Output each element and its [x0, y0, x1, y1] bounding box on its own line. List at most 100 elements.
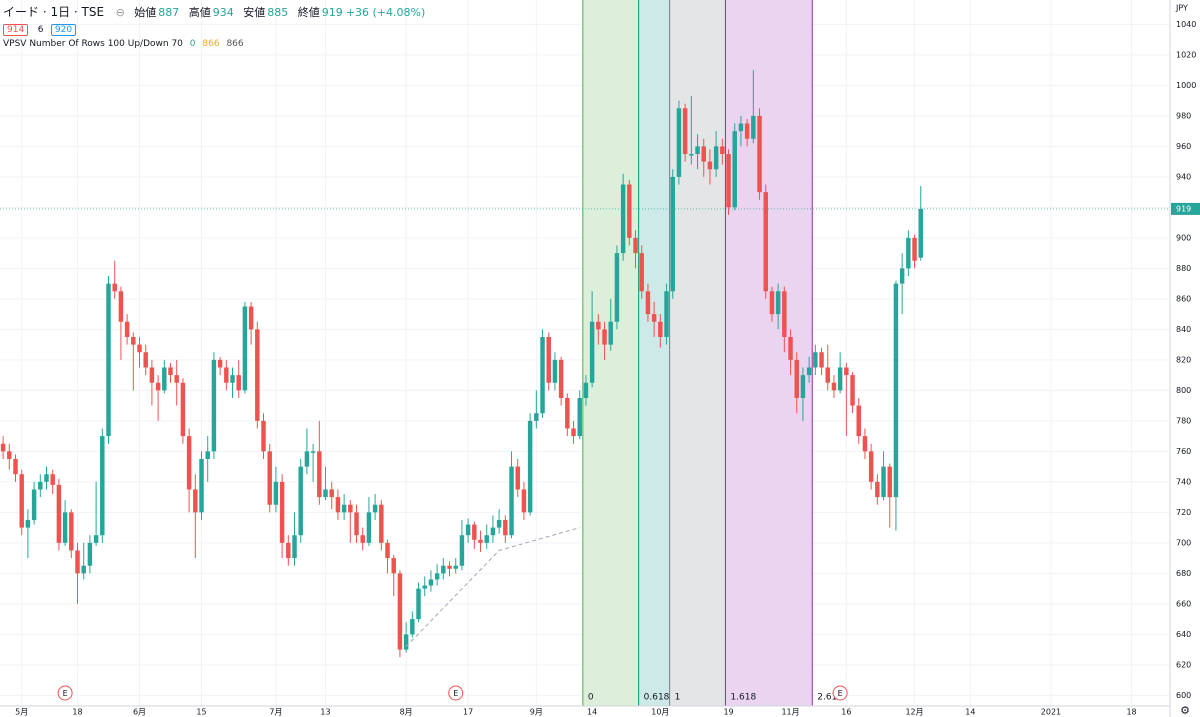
candle-body: [509, 466, 514, 536]
candle-body: [918, 208, 923, 258]
x-tick-label: 7月: [269, 708, 282, 717]
x-tick-label: 16: [841, 708, 851, 717]
candle-body: [682, 108, 688, 155]
candle-body: [782, 291, 787, 337]
candle-body: [403, 634, 409, 650]
candle-body: [329, 489, 334, 498]
candle-body: [614, 253, 620, 322]
candle-body: [670, 176, 675, 292]
candle-body: [800, 375, 806, 398]
candle-body: [825, 367, 830, 383]
candle-body: [819, 352, 824, 368]
x-tick-label: 6月: [133, 708, 146, 717]
candle-body: [112, 283, 117, 292]
y-tick-label: 700: [1176, 538, 1191, 547]
candle-body: [366, 512, 372, 543]
candle-body: [503, 519, 508, 536]
earnings-marker: [448, 685, 464, 701]
ask[interactable]: 920: [50, 24, 77, 36]
collapse-icon[interactable]: ⊖: [115, 6, 125, 19]
candle-body: [304, 451, 310, 467]
candle-body: [769, 291, 775, 315]
legend-header: イード · 1日 · TSE ⊖ 始値 887 高値 934 安値 885 終値 919…: [3, 3, 431, 20]
candle-body: [472, 524, 477, 540]
x-tick-label: 15: [196, 708, 206, 717]
x-tick-label: 17: [463, 708, 473, 717]
candle-body: [831, 382, 837, 391]
candle-body: [546, 336, 551, 383]
settings-icon[interactable]: ⚙: [1180, 704, 1190, 717]
candle-body: [348, 504, 353, 513]
candle-body: [379, 504, 384, 543]
candle-body: [428, 579, 434, 586]
candle-body: [806, 367, 812, 376]
candle-body: [465, 524, 471, 536]
bid[interactable]: 914: [3, 24, 29, 36]
candle-body: [658, 321, 663, 337]
candle-body: [100, 436, 105, 536]
last-price-box: [1171, 202, 1200, 215]
candle-body: [713, 146, 719, 170]
candle-body: [56, 484, 62, 543]
fib-label: 2.61: [817, 693, 837, 703]
candle-body: [757, 115, 762, 193]
candle-body: [763, 192, 768, 292]
y-tick-label: 720: [1176, 508, 1191, 517]
candle-body: [62, 512, 68, 543]
candle-body: [267, 451, 272, 505]
price-axis: [1170, 0, 1200, 717]
candle-body: [813, 352, 818, 368]
candle-body: [794, 359, 799, 398]
candle-body: [856, 405, 861, 437]
candle-body: [31, 489, 37, 520]
quote-row: 914 6 920: [3, 22, 78, 36]
candle-body: [410, 619, 415, 635]
fib-label: 1.618: [730, 693, 756, 703]
x-tick-label: 5月: [15, 708, 28, 717]
candle-body: [577, 397, 582, 437]
value: 934: [212, 6, 234, 19]
candle-body: [50, 474, 55, 485]
candle-body: [391, 558, 396, 574]
candle-body: [19, 474, 24, 528]
y-tick-label: 820: [1176, 355, 1191, 364]
x-tick-label: 10月: [651, 708, 669, 717]
candle-body: [899, 268, 905, 284]
y-tick-label: 800: [1176, 386, 1191, 395]
candle-body: [38, 481, 43, 490]
candle-body: [484, 535, 489, 543]
candle-body: [341, 504, 347, 513]
indicator-row: VPSV Number Of Rows 100 Up/Down 70 0 866…: [3, 39, 248, 49]
y-tick-label: 1020: [1176, 50, 1196, 59]
candle-body: [186, 436, 192, 490]
label: 高値: [188, 6, 211, 19]
indicator-value: 0: [189, 39, 196, 49]
candle-body: [540, 336, 545, 414]
candle-body: [596, 321, 601, 330]
candle-body: [174, 375, 179, 383]
spread: 6: [37, 25, 44, 35]
fib-label: 0: [588, 693, 594, 703]
candle-body: [558, 359, 564, 398]
x-tick-label: 18: [72, 708, 82, 717]
candle-body: [571, 428, 576, 437]
candle-body: [310, 451, 316, 453]
earnings-marker: [832, 685, 848, 701]
value: 885: [267, 6, 289, 19]
y-tick-label: 600: [1176, 691, 1191, 700]
x-tick-label: 9月: [530, 708, 543, 717]
earnings-label: E: [838, 689, 843, 698]
y-tick-label: 640: [1176, 630, 1191, 639]
label: 始値: [134, 6, 157, 19]
candle-body: [651, 314, 657, 322]
candle-body: [627, 184, 632, 238]
candle-body: [199, 458, 204, 513]
candle-body: [738, 123, 744, 132]
value: 919: [321, 6, 343, 19]
candle-body: [447, 565, 452, 569]
y-tick-label: 1040: [1176, 20, 1196, 29]
fib-band: [669, 0, 726, 706]
earnings-marker: [57, 685, 73, 701]
y-tick-label: 740: [1176, 477, 1191, 486]
